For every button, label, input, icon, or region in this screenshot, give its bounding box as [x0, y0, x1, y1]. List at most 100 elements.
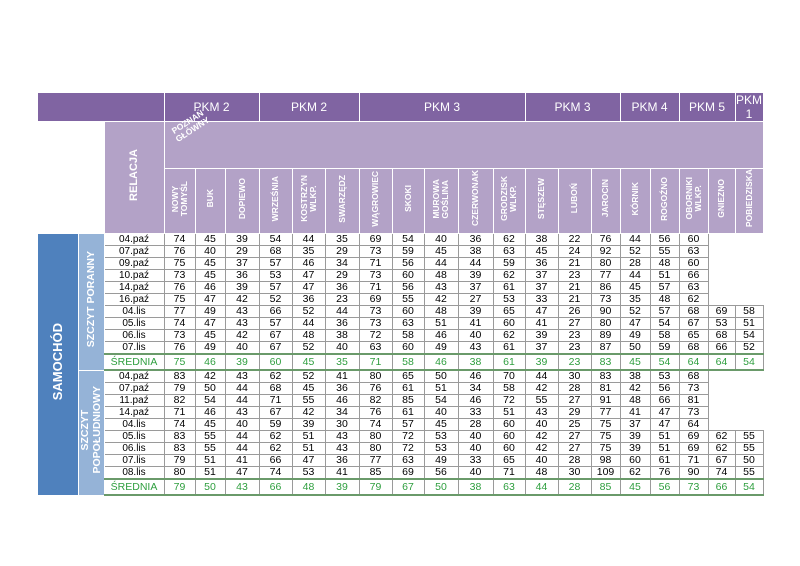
station-header: GRODZISK WLKP. [492, 168, 526, 234]
time-value-cell: 42 [194, 369, 226, 383]
time-value-cell: 69 [678, 430, 709, 443]
station-header: KOSTRZYN WLKP. [291, 168, 326, 234]
time-value-cell: 37 [524, 269, 559, 282]
time-value-cell: 81 [678, 394, 709, 407]
time-value-cell: 44 [324, 305, 360, 318]
time-value-cell: 62 [258, 369, 293, 383]
time-value-cell: 85 [358, 466, 393, 480]
time-value-cell: 61 [391, 406, 425, 419]
station-header: DOPIEWO [224, 168, 260, 234]
time-value-cell: 63 [391, 454, 425, 467]
station-name: LUBOŃ [569, 183, 580, 214]
time-value-cell: 63 [678, 245, 709, 258]
time-value-cell: 54 [649, 317, 680, 330]
date-cell: 04.lis [104, 305, 165, 318]
time-value-cell: 82 [163, 394, 196, 407]
average-value-cell: 58 [391, 353, 425, 371]
time-value-cell: 90 [590, 305, 621, 318]
time-value-cell: 77 [590, 269, 621, 282]
date-cell: 05.lis [104, 430, 165, 443]
station-name: SKOKI [402, 185, 413, 212]
time-value-cell: 69 [678, 442, 709, 455]
time-value-cell: 50 [423, 369, 459, 383]
average-value-cell: 79 [358, 478, 393, 496]
time-value-cell: 33 [457, 406, 494, 419]
time-value-cell: 71 [358, 281, 393, 294]
time-value-cell: 68 [258, 382, 293, 395]
time-value-cell: 60 [391, 269, 425, 282]
time-value-cell: 79 [163, 454, 196, 467]
time-value-cell: 42 [224, 293, 260, 306]
time-value-cell: 80 [590, 317, 621, 330]
time-value-cell: 61 [649, 454, 680, 467]
time-value-cell: 76 [163, 341, 196, 355]
time-value-cell: 82 [358, 394, 393, 407]
time-value-cell: 75 [590, 418, 621, 431]
time-value-cell: 86 [590, 281, 621, 294]
time-value-cell: 42 [619, 382, 651, 395]
time-value-cell: 75 [590, 430, 621, 443]
time-value-cell: 60 [619, 454, 651, 467]
time-value-cell: 60 [492, 317, 526, 330]
average-value-cell: 56 [649, 478, 680, 496]
time-value-cell: 59 [649, 341, 680, 355]
time-value-cell: 44 [619, 233, 651, 246]
time-value-cell: 36 [224, 269, 260, 282]
time-value-cell: 45 [194, 233, 226, 246]
time-value-cell: 73 [358, 245, 393, 258]
average-row: ŚREDNIA 75 46 39 60 45 35 71 58 46 38 61 39 23 83 45 54 6… [38, 353, 764, 371]
time-value-cell: 53 [291, 466, 326, 480]
date-cell: 06.lis [104, 329, 165, 342]
time-value-cell: 45 [524, 245, 559, 258]
pkm-line-header: PKM 4 [620, 93, 680, 122]
time-value-cell: 52 [258, 293, 293, 306]
time-value-cell: 74 [258, 466, 293, 480]
average-value-cell: 50 [423, 478, 459, 496]
time-value-cell: 66 [707, 341, 736, 355]
time-value-cell: 83 [590, 369, 621, 383]
time-value-cell [708, 246, 735, 258]
time-value-cell: 60 [492, 442, 526, 455]
time-value-cell: 68 [258, 245, 293, 258]
time-value-cell: 69 [358, 293, 393, 306]
time-value-cell: 46 [291, 257, 326, 270]
time-value-cell: 43 [524, 406, 559, 419]
average-label: ŚREDNIA [104, 353, 165, 371]
average-value-cell: 35 [324, 353, 360, 371]
time-value-cell: 41 [324, 466, 360, 480]
time-value-cell: 53 [707, 317, 736, 330]
station-header: JAROCIN [590, 168, 621, 234]
time-value-cell: 40 [457, 329, 494, 342]
time-value-cell: 51 [649, 442, 680, 455]
station-header: WRZEŚNIA [258, 168, 293, 234]
time-value-cell [735, 246, 763, 258]
table-row: 10.paź 73 45 36 53 47 29 73 60 48 39 62 37 23 77 44 51 66 [38, 269, 763, 282]
time-value-cell: 98 [590, 454, 621, 467]
time-value-cell: 45 [423, 245, 459, 258]
table-row: 09.paź 75 45 37 57 46 34 71 56 44 44 59 36 21 80 28 48 60 [38, 257, 763, 270]
average-value-cell: 64 [707, 353, 736, 371]
time-value-cell: 36 [457, 233, 494, 246]
relacja-header: RELACJA [103, 121, 165, 234]
station-name: OBORNIKI WLKP. [683, 177, 703, 220]
time-value-cell: 47 [291, 454, 326, 467]
time-value-cell: 74 [163, 233, 196, 246]
average-value-cell: 54 [734, 353, 764, 371]
time-value-cell: 52 [619, 305, 651, 318]
station-name: POBIEDZISKA [743, 169, 754, 228]
time-value-cell: 39 [619, 442, 651, 455]
time-value-cell: 76 [163, 281, 196, 294]
time-value-cell: 62 [492, 269, 526, 282]
average-value-cell: 61 [492, 353, 526, 371]
time-value-cell: 23 [557, 341, 592, 355]
time-value-cell: 70 [492, 369, 526, 383]
time-value-cell: 58 [391, 329, 425, 342]
time-value-cell: 43 [423, 281, 459, 294]
time-value-cell: 33 [457, 454, 494, 467]
time-value-cell: 55 [194, 442, 226, 455]
time-value-cell [735, 258, 763, 270]
table-row: 11.paź 82 54 44 71 55 46 82 85 54 46 72 55 27 91 48 66 81 [38, 394, 763, 407]
time-value-cell [708, 234, 735, 246]
time-value-cell: 52 [291, 369, 326, 383]
time-value-cell [735, 234, 763, 246]
